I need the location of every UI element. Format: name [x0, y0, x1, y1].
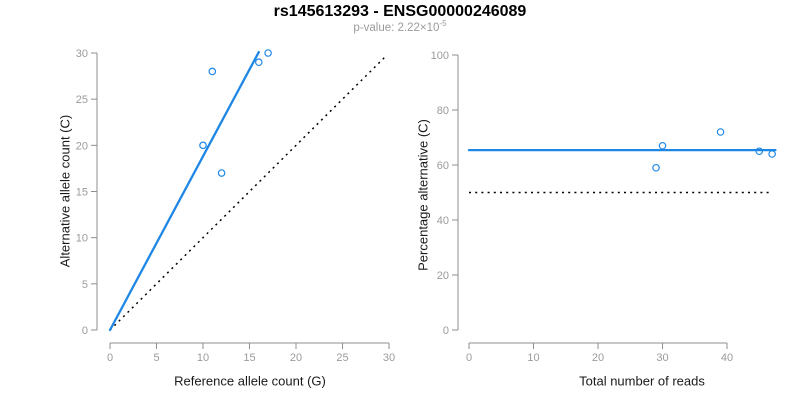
y-tick-label: 25 [76, 94, 88, 106]
data-point [208, 67, 217, 76]
x-tick-label: 10 [197, 352, 209, 364]
right-plot-ylabel: Percentage alternative (C) [415, 119, 431, 271]
y-tick-label: 30 [76, 48, 88, 60]
y-tick-label: 80 [437, 105, 449, 117]
figure-title: rs145613293 - ENSG00000246089 [273, 3, 527, 20]
x-tick-label: 30 [383, 352, 395, 364]
y-tick-label: 40 [437, 215, 449, 227]
x-tick-label: 20 [592, 352, 604, 364]
data-point [768, 150, 776, 158]
data-point [264, 49, 272, 57]
p-value-exponent: -5 [439, 19, 447, 29]
left-plot-xlabel: Reference allele count (G) [174, 373, 326, 389]
left-plot-ylabel: Alternative allele count (C) [57, 114, 73, 268]
right-plot-xlabel: Total number of reads [579, 373, 705, 389]
fit-line [108, 50, 260, 332]
y-tick-label: 5 [82, 279, 88, 291]
y-tick-label: 15 [76, 187, 88, 199]
y-tick-label: 100 [431, 50, 449, 62]
x-tick-label: 20 [290, 352, 302, 364]
x-tick-label: 25 [336, 352, 348, 364]
x-tick-label: 15 [243, 352, 255, 364]
x-tick-label: 10 [527, 352, 539, 364]
right-plot: 0 20 40 60 80 100 0 10 20 30 40 [431, 50, 777, 364]
data-point [652, 163, 660, 172]
x-tick-label: 0 [466, 352, 472, 364]
y-tick-label: 0 [443, 325, 449, 337]
x-tick-label: 5 [153, 352, 159, 364]
p-value-mantissa: 2.22 [397, 22, 420, 34]
data-point [716, 128, 725, 136]
reference-dotted-line [109, 54, 388, 331]
x-tick-label: 0 [107, 352, 113, 364]
figure-subtitle: p-value: 2.22×10-5 [0, 19, 800, 34]
x-tick-label: 30 [656, 352, 668, 364]
x-tick-label: 40 [721, 352, 733, 364]
data-point [658, 141, 667, 150]
y-tick-label: 20 [437, 270, 449, 282]
y-tick-label: 60 [437, 160, 449, 172]
p-value-label: p-value: [353, 22, 398, 34]
data-point [755, 147, 764, 156]
p-value-times-ten: ×10 [419, 22, 440, 34]
data-point [217, 169, 226, 177]
y-tick-label: 0 [82, 325, 88, 337]
left-plot: 0 5 10 15 20 25 30 0 5 10 15 20 25 30 [76, 48, 395, 364]
y-tick-label: 10 [76, 233, 88, 245]
data-point [199, 141, 207, 150]
y-tick-label: 20 [76, 140, 88, 152]
data-point [254, 58, 263, 67]
